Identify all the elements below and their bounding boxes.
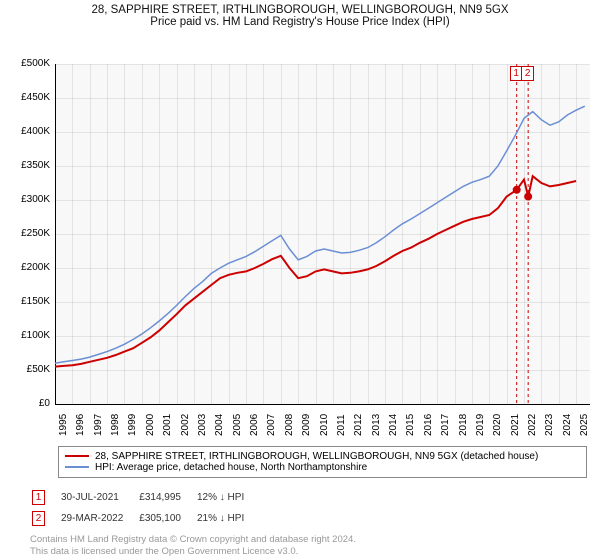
chart-area: £0£50K£100K£150K£200K£250K£300K£350K£400… [0, 30, 600, 482]
x-axis-label: 2001 [162, 414, 173, 436]
legend-item: 28, SAPPHIRE STREET, IRTHLINGBOROUGH, WE… [65, 451, 580, 462]
plot-svg [0, 30, 595, 409]
footer-line2: This data is licensed under the Open Gov… [30, 546, 570, 558]
legend-label: 28, SAPPHIRE STREET, IRTHLINGBOROUGH, WE… [95, 451, 538, 462]
sale-delta: 12% ↓ HPI [197, 488, 258, 507]
x-axis-label: 2009 [301, 414, 312, 436]
x-axis-label: 2024 [562, 414, 573, 436]
x-axis-label: 1998 [110, 414, 121, 436]
table-row: 2 29-MAR-2022 £305,100 21% ↓ HPI [32, 509, 258, 528]
x-axis-label: 2010 [319, 414, 330, 436]
legend-item: HPI: Average price, detached house, Nort… [65, 462, 580, 473]
legend: 28, SAPPHIRE STREET, IRTHLINGBOROUGH, WE… [58, 446, 587, 478]
x-axis-label: 2023 [544, 414, 555, 436]
x-axis-label: 1995 [58, 414, 69, 436]
x-axis-label: 2003 [197, 414, 208, 436]
sale-date: 29-MAR-2022 [61, 509, 137, 528]
x-axis-label: 2013 [371, 414, 382, 436]
x-axis-label: 2002 [180, 414, 191, 436]
attribution-footer: Contains HM Land Registry data © Crown c… [30, 534, 570, 559]
x-axis-label: 2011 [336, 414, 347, 436]
x-axis-label: 2022 [527, 414, 538, 436]
x-axis-label: 1999 [127, 414, 138, 436]
x-axis-label: 2000 [145, 414, 156, 436]
marker-dot [524, 193, 532, 201]
x-axis-label: 2020 [492, 414, 503, 436]
x-axis-label: 2016 [423, 414, 434, 436]
x-axis-label: 2015 [405, 414, 416, 436]
x-axis-label: 2006 [249, 414, 260, 436]
x-axis-label: 2017 [440, 414, 451, 436]
x-axis-label: 2012 [353, 414, 364, 436]
x-axis-label: 2005 [232, 414, 243, 436]
x-axis-label: 1996 [75, 414, 86, 436]
legend-swatch [65, 466, 89, 468]
sale-events-table: 1 30-JUL-2021 £314,995 12% ↓ HPI 2 29-MA… [30, 486, 260, 530]
x-axis-label: 2004 [214, 414, 225, 436]
sale-price: £314,995 [139, 488, 195, 507]
sale-marker-badge: 1 [32, 490, 45, 505]
x-axis-label: 2007 [266, 414, 277, 436]
series-hpi [55, 106, 585, 363]
sale-marker-badge: 2 [32, 511, 45, 526]
x-axis-label: 2025 [579, 414, 590, 436]
table-row: 1 30-JUL-2021 £314,995 12% ↓ HPI [32, 488, 258, 507]
legend-label: HPI: Average price, detached house, Nort… [95, 462, 367, 473]
marker-dot [513, 186, 521, 194]
marker-flag: 2 [521, 66, 534, 81]
x-axis-label: 2018 [458, 414, 469, 436]
chart-title-line1: 28, SAPPHIRE STREET, IRTHLINGBOROUGH, WE… [0, 4, 600, 16]
x-axis-label: 2014 [388, 414, 399, 436]
sale-date: 30-JUL-2021 [61, 488, 137, 507]
x-axis-label: 1997 [93, 414, 104, 436]
footer-line1: Contains HM Land Registry data © Crown c… [30, 534, 570, 546]
series-property_price [55, 176, 576, 366]
legend-swatch [65, 455, 89, 457]
sale-delta: 21% ↓ HPI [197, 509, 258, 528]
chart-title-line2: Price paid vs. HM Land Registry's House … [0, 16, 600, 28]
x-axis-label: 2021 [510, 414, 521, 436]
sale-price: £305,100 [139, 509, 195, 528]
x-axis-label: 2019 [475, 414, 486, 436]
chart-title-block: 28, SAPPHIRE STREET, IRTHLINGBOROUGH, WE… [0, 0, 600, 30]
x-axis-label: 2008 [284, 414, 295, 436]
